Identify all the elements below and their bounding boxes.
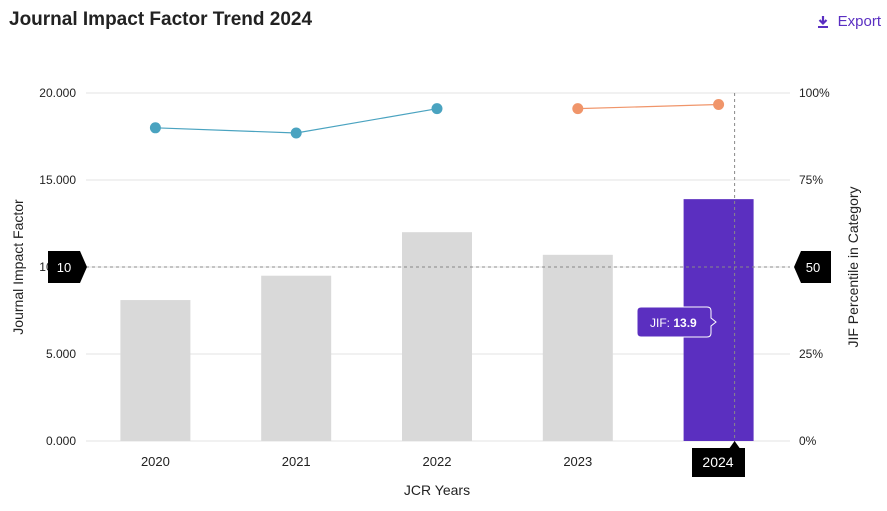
bar (120, 300, 191, 441)
y-left-tick-label: 20.000 (39, 86, 76, 100)
x-axis-title: JCR Years (404, 482, 470, 498)
y-left-axis-title: Journal Impact Factor (10, 199, 26, 335)
export-button[interactable]: Export (816, 13, 881, 30)
bar (261, 275, 332, 441)
crosshair-x-label: 2024 (702, 454, 733, 470)
y-left-tick-label: 15.000 (39, 173, 76, 187)
y-left-tick-label: 5.000 (46, 347, 76, 361)
bar (402, 232, 472, 441)
y-right-tick-label: 100% (799, 86, 830, 100)
crosshair-right-label: 50 (806, 260, 820, 275)
y-right-tick-label: 25% (799, 347, 823, 361)
x-tick-label: 2023 (563, 454, 592, 469)
percentile-point (713, 98, 725, 110)
y-left-tick-label: 0.000 (46, 434, 76, 448)
y-right-tick-label: 0% (799, 434, 817, 448)
page-title: Journal Impact Factor Trend 2024 (9, 9, 313, 30)
crosshair-left-badge (48, 251, 87, 283)
percentile-line (577, 103, 719, 110)
x-tick-label: 2021 (282, 454, 311, 469)
x-tick-label: 2020 (141, 454, 170, 469)
export-label: Export (837, 13, 881, 30)
tooltip-text: JIF: 13.9 (650, 316, 697, 330)
percentile-point (431, 103, 443, 115)
y-right-tick-label: 75% (799, 173, 823, 187)
bar (542, 254, 613, 441)
crosshair-right-badge (794, 251, 831, 283)
percentile-point (572, 103, 584, 115)
x-tick-label: 2022 (423, 454, 452, 469)
download-icon (817, 15, 828, 28)
crosshair-left-label: 10 (57, 260, 71, 275)
percentile-point (290, 127, 302, 139)
percentile-point (149, 122, 161, 134)
tooltip (636, 306, 717, 338)
y-right-axis-title: JIF Percentile in Category (845, 186, 861, 347)
crosshair-x-badge (692, 441, 745, 477)
